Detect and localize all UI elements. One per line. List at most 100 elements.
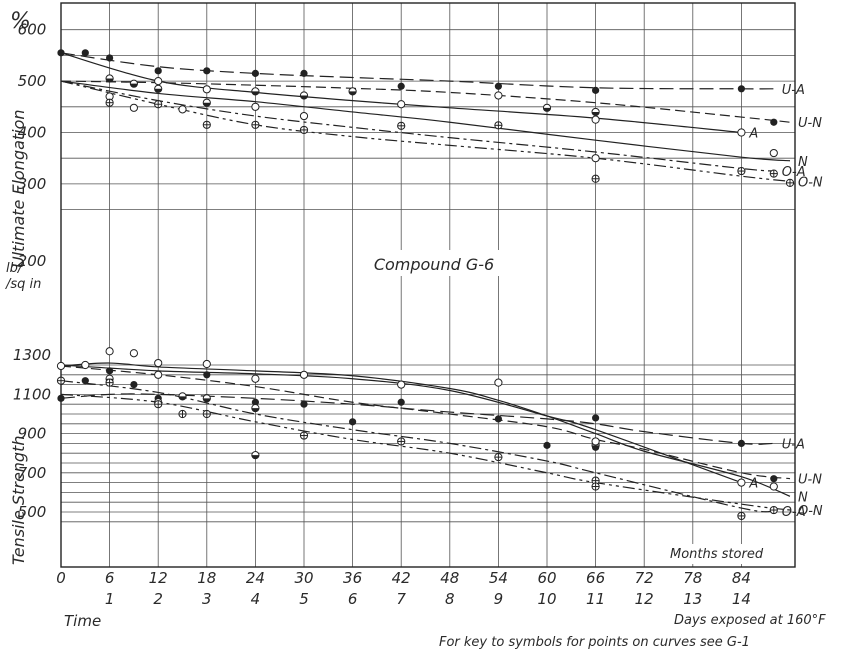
- tensile-marker-open: [57, 362, 64, 369]
- elongation-marker-solid: [155, 67, 162, 74]
- tensile-marker-open: [155, 359, 162, 366]
- elongation-curve-o-n: [61, 81, 790, 181]
- elongation-marker-solid: [300, 70, 307, 77]
- elongation-marker-open: [770, 149, 777, 156]
- tensile-marker-open: [398, 381, 405, 388]
- tensile-series-label: A: [748, 477, 758, 492]
- tensile-marker-solid: [543, 442, 550, 449]
- tensile-marker-cross: [495, 454, 502, 461]
- y-tick-label: 700: [18, 464, 47, 482]
- elongation-marker-half: [155, 85, 162, 92]
- tensile-marker-open: [252, 375, 259, 382]
- elongation-marker-cross: [106, 99, 113, 106]
- months-stored-label: Months stored: [670, 547, 764, 562]
- y-tick-label: 600: [18, 21, 47, 39]
- x-tick-month: 48: [440, 569, 459, 587]
- x-tick-month: 84: [732, 569, 751, 587]
- elongation-marker-open: [592, 116, 599, 123]
- x-tick-month: 6: [105, 569, 115, 587]
- elongation-marker-cross: [203, 121, 210, 128]
- elongation-marker-solid: [592, 87, 599, 94]
- elongation-marker-open: [300, 112, 307, 119]
- tensile-curve-u-n: [61, 366, 790, 479]
- elongation-marker-solid: [770, 119, 777, 126]
- elongation-marker-cross: [592, 175, 599, 182]
- tensile-marker-half: [179, 393, 186, 400]
- tensile-curve-n: [61, 363, 790, 496]
- x-tick-month: 0: [56, 569, 66, 587]
- elongation-marker-solid: [106, 54, 113, 61]
- elongation-marker-half: [106, 75, 113, 82]
- tensile-marker-solid: [349, 418, 356, 425]
- elongation-marker-solid: [252, 70, 259, 77]
- elongation-marker-solid: [738, 85, 745, 92]
- x-tick-month: 12: [149, 569, 168, 587]
- elongation-marker-open: [203, 86, 210, 93]
- elongation-series-label: U-N: [798, 116, 822, 131]
- footnote: For key to symbols for points on curves …: [439, 635, 750, 650]
- y-tick-label: 1100: [13, 385, 51, 403]
- tensile-marker-cross: [592, 483, 599, 490]
- tensile-curve-u-a: [61, 394, 774, 444]
- elongation-series-label: U-A: [782, 83, 805, 98]
- elongation-marker-half: [592, 108, 599, 115]
- elongation-marker-solid: [203, 67, 210, 74]
- tensile-marker-open: [155, 371, 162, 378]
- x-tick-month: 60: [537, 569, 556, 587]
- tensile-series-label: U-N: [798, 473, 822, 488]
- x-tick-month: 30: [294, 569, 313, 587]
- tensile-marker-open: [106, 348, 113, 355]
- elongation-marker-cross: [252, 121, 259, 128]
- x-tick-day: 1: [105, 590, 115, 608]
- tensile-marker-solid: [106, 367, 113, 374]
- tensile-marker-open: [300, 371, 307, 378]
- tensile-axis-title: Tensile Strength: [9, 436, 28, 566]
- elongation-marker-solid: [82, 49, 89, 56]
- tensile-marker-open: [203, 360, 210, 367]
- tensile-marker-cross: [106, 379, 113, 386]
- elongation-marker-half: [300, 92, 307, 99]
- x-tick-day: 2: [153, 590, 163, 608]
- x-tick-day: 10: [537, 590, 556, 608]
- elongation-series-label: O-N: [798, 175, 823, 190]
- tensile-marker-open: [82, 361, 89, 368]
- tensile-marker-solid: [57, 395, 64, 402]
- elongation-marker-solid: [398, 83, 405, 90]
- elongation-series-label: A: [748, 127, 758, 142]
- elongation-marker-cross: [300, 126, 307, 133]
- chart-title: Compound G-6: [374, 255, 494, 274]
- elongation-curve-u-n: [61, 81, 790, 122]
- tensile-series-label: O-N: [798, 504, 823, 519]
- tensile-marker-cross: [179, 410, 186, 417]
- x-tick-day: 7: [396, 590, 406, 608]
- x-tick-month: 42: [392, 569, 411, 587]
- y-tick-label: 500: [18, 72, 47, 90]
- x-tick-day: 12: [635, 590, 654, 608]
- tensile-marker-cross: [155, 401, 162, 408]
- y-tick-label: 400: [18, 124, 47, 142]
- x-tick-day: 6: [348, 590, 358, 608]
- elongation-marker-half: [203, 99, 210, 106]
- tensile-marker-open: [130, 350, 137, 357]
- x-tick-month: 54: [489, 569, 508, 587]
- tensile-marker-cross: [300, 432, 307, 439]
- series-curves: [61, 53, 790, 512]
- tensile-marker-solid: [398, 399, 405, 406]
- tensile-marker-solid: [130, 381, 137, 388]
- x-tick-month: 18: [197, 569, 216, 587]
- tensile-marker-cross: [398, 438, 405, 445]
- tensile-marker-open: [495, 379, 502, 386]
- elongation-marker-cross: [495, 122, 502, 129]
- elongation-marker-half: [252, 88, 259, 95]
- elongation-marker-open: [252, 103, 259, 110]
- x-tick-day: 14: [732, 590, 751, 608]
- elongation-marker-cross: [155, 101, 162, 108]
- x-tick-day: 9: [494, 590, 504, 608]
- tensile-marker-cross: [770, 506, 777, 513]
- elongation-marker-cross: [398, 122, 405, 129]
- tensile-marker-cross: [738, 512, 745, 519]
- tensile-marker-open: [592, 438, 599, 445]
- elongation-marker-open: [130, 104, 137, 111]
- tensile-marker-half: [252, 405, 259, 412]
